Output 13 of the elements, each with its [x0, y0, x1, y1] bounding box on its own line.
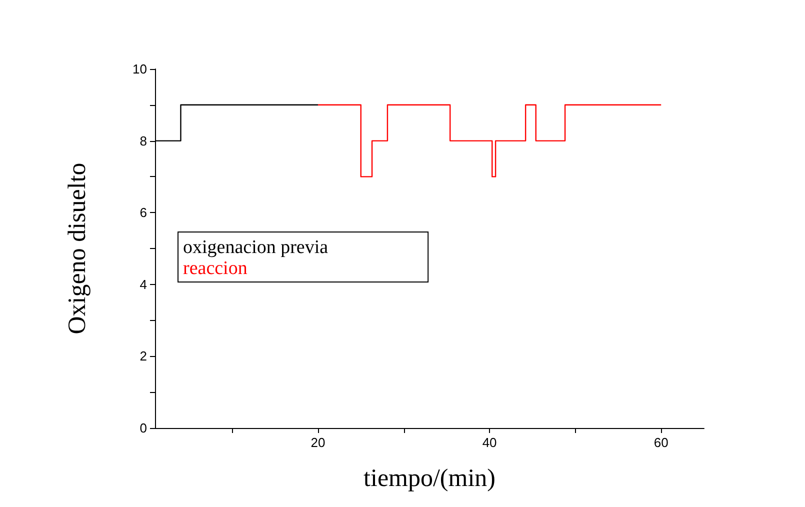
x-tick-label: 60	[654, 435, 668, 450]
y-axis-title: Oxigeno disuelto	[64, 162, 91, 334]
y-tick-label: 6	[140, 205, 147, 220]
text: oxigenacion previa	[183, 237, 329, 258]
y-tick-label: 8	[140, 133, 147, 148]
x-tick-label: 20	[310, 435, 326, 450]
text: reaccion	[183, 258, 248, 279]
x-axis-title: tiempo/(min)	[364, 465, 496, 492]
y-tick-label: 10	[132, 62, 147, 76]
y-tick-label: 2	[140, 348, 147, 364]
y-tick-label: 4	[140, 276, 147, 292]
y-tick-label: 0	[140, 420, 147, 436]
x-tick-label: 40	[482, 435, 497, 450]
